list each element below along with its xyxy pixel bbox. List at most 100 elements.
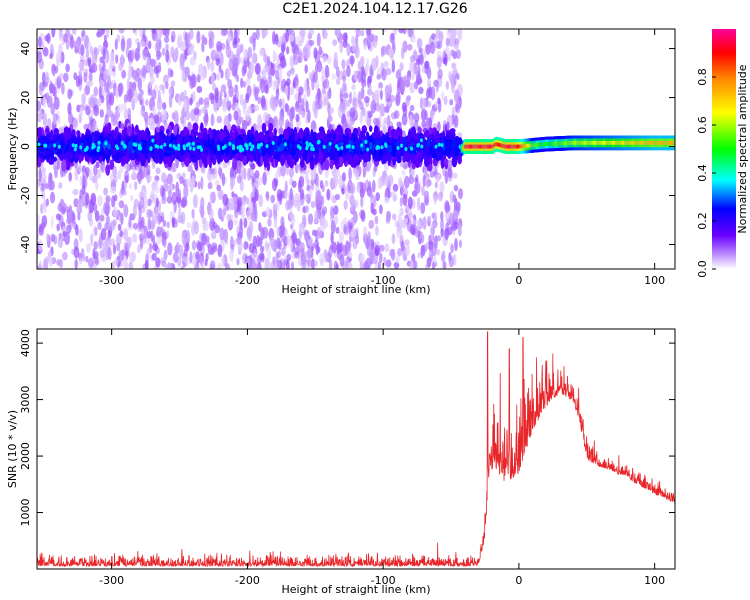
spectrogram-noise-cell — [396, 68, 402, 79]
spectrogram-noise-cell — [445, 80, 449, 90]
spectrogram-noise-cell — [274, 62, 278, 73]
spectrogram-noise-cell — [133, 89, 139, 104]
spectrogram-peak-cell — [160, 144, 163, 149]
spectrogram-noise-cell — [389, 248, 395, 258]
spectrogram-noise-cell — [315, 81, 320, 91]
spectrogram-noise-cell — [362, 226, 368, 235]
spectrogram-peak-cell — [340, 145, 344, 150]
spectrogram-noise-cell — [450, 49, 456, 57]
spectrogram-noise-cell — [437, 98, 442, 113]
spectrogram-noise-cell — [409, 260, 414, 269]
spectrogram-noise-cell — [220, 84, 227, 93]
spectrogram-band-cell — [318, 150, 323, 164]
spectrogram-noise-cell — [259, 245, 265, 253]
spectrogram-noise-cell — [102, 48, 106, 60]
spectrogram-noise-cell — [258, 194, 264, 207]
spectrogram-noise-cell — [73, 246, 80, 259]
spectrogram-noise-cell — [204, 220, 209, 232]
spectrogram-noise-cell — [52, 70, 56, 77]
spectrogram-noise-cell — [97, 195, 103, 207]
spectrogram-noise-cell — [451, 106, 456, 117]
spectrogram-noise-cell — [450, 243, 454, 254]
spectrogram-noise-cell — [260, 95, 266, 108]
spectrogram-noise-cell — [288, 167, 294, 178]
spectrogram-noise-cell — [222, 101, 228, 112]
spectrogram-peak-cell — [364, 139, 368, 144]
spectrogram-noise-cell — [79, 106, 84, 117]
spectrogram-noise-cell — [349, 194, 355, 206]
spectrogram-band-cell — [385, 136, 390, 143]
spectrogram-noise-cell — [418, 86, 424, 95]
spectrogram-peak-cell — [328, 141, 332, 146]
spectrogram-noise-cell — [430, 86, 436, 101]
spectrogram-noise-cell — [326, 90, 330, 100]
spectrogram-peak-cell — [380, 145, 384, 150]
spectrogram-noise-cell — [416, 219, 421, 231]
spectrogram-noise-cell — [419, 231, 424, 239]
spectrogram-noise-cell — [209, 208, 214, 221]
spectrogram-noise-cell — [38, 260, 42, 269]
spectrogram-noise-cell — [402, 29, 407, 35]
spectrogram-noise-cell — [83, 71, 88, 83]
spectrogram-noise-cell — [128, 217, 132, 229]
spectrogram-noise-cell — [343, 224, 347, 235]
spectrogram-band-cell — [279, 143, 285, 152]
spectrogram-band-cell — [264, 133, 269, 144]
spectrogram-peak-cell — [257, 144, 261, 149]
spectrogram-noise-cell — [426, 257, 432, 268]
spectrogram-noise-cell — [402, 75, 409, 86]
spectrogram-noise-cell — [224, 237, 228, 245]
spectrogram-band-cell — [417, 126, 421, 134]
spectrogram-noise-cell — [140, 196, 145, 209]
spectrogram-peak-cell — [149, 146, 153, 151]
spectrogram-noise-cell — [424, 110, 428, 121]
spectrogram-band-cell — [434, 130, 440, 144]
spectrogram-noise-cell — [351, 84, 356, 91]
spectrogram-noise-cell — [68, 111, 73, 125]
spectrogram-noise-cell — [96, 98, 102, 107]
spectrogram-peak-cell — [283, 142, 287, 147]
spectrogram-noise-cell — [253, 104, 260, 112]
spectrogram-noise-cell — [444, 170, 449, 184]
spectrogram-noise-cell — [264, 240, 269, 253]
spectrogram-noise-cell — [443, 95, 448, 106]
spectrogram-band-cell — [167, 147, 173, 157]
spectrogram-band-cell — [392, 147, 396, 158]
spectrogram-noise-cell — [294, 251, 300, 259]
spectrogram-band-cell — [291, 132, 296, 142]
spectrogram-noise-cell — [297, 91, 302, 104]
spectrogram-noise-cell — [117, 103, 124, 114]
spectrogram-noise-cell — [333, 176, 339, 187]
spectrogram-noise-cell — [306, 85, 311, 97]
spectrogram-noise-cell — [148, 40, 152, 50]
spectrogram-band-cell — [65, 151, 71, 160]
spectrogram-noise-cell — [103, 201, 109, 215]
spectrogram-noise-cell — [437, 191, 443, 202]
spectrogram-noise-cell — [171, 162, 177, 173]
spectrogram-noise-cell — [164, 264, 171, 269]
spectrogram-noise-cell — [369, 64, 373, 77]
spectrogram-noise-cell — [276, 189, 283, 200]
spectrogram-noise-cell — [58, 182, 63, 189]
spectrogram-noise-cell — [332, 39, 338, 46]
spectrogram-noise-cell — [332, 241, 337, 254]
spectrogram-noise-cell — [67, 88, 73, 100]
spectrogram-band-cell — [411, 126, 416, 139]
spectrogram-band-cell — [415, 151, 422, 158]
spectrogram-noise-cell — [182, 256, 188, 263]
spectrogram-noise-cell — [189, 56, 196, 66]
spectrogram-noise-cell — [98, 63, 102, 72]
spectrogram-noise-cell — [120, 212, 124, 226]
spectrogram-band-cell — [105, 164, 111, 176]
spectrogram-noise-cell — [334, 52, 338, 63]
spectrogram-noise-cell — [209, 31, 215, 42]
spectrogram-noise-cell — [378, 82, 383, 89]
spectrogram-noise-cell — [187, 47, 194, 56]
spectrogram-noise-cell — [396, 226, 401, 239]
spectrogram-noise-cell — [449, 29, 454, 39]
spectrogram-noise-cell — [435, 80, 439, 93]
spectrogram-noise-cell — [304, 193, 309, 201]
spectrogram-noise-cell — [110, 173, 114, 183]
spectrogram-noise-cell — [149, 117, 155, 130]
spectrogram-noise-cell — [170, 80, 176, 87]
